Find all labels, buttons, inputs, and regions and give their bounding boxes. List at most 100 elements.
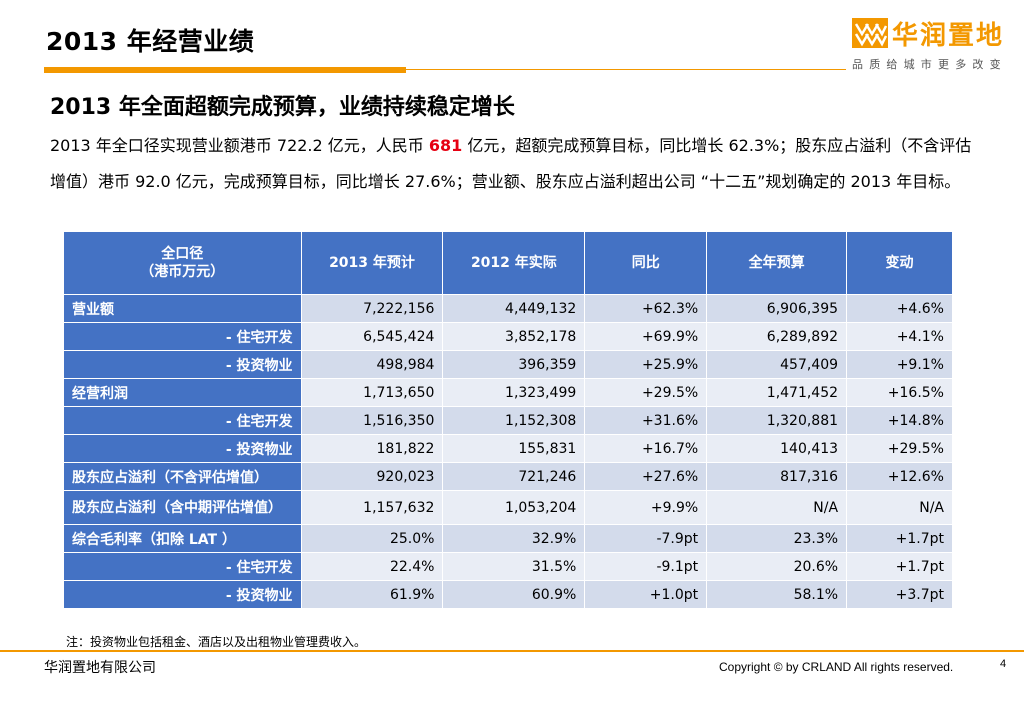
table-cell: +9.9% (584, 490, 708, 525)
column-header: 2013 年预计 (300, 231, 444, 295)
row-label: - 住宅开发 (63, 552, 302, 581)
table-cell: 1,152,308 (442, 406, 586, 435)
table-cell: 140,413 (706, 434, 848, 463)
table-cell: 60.9% (442, 580, 586, 609)
table-cell: 58.1% (706, 580, 848, 609)
column-header: 全年预算 (706, 231, 848, 295)
table-cell: 1,713,650 (300, 378, 444, 407)
table-cell: +1.7pt (846, 552, 953, 581)
table-cell: +29.5% (846, 434, 953, 463)
table-header-row: 全口径 （港币万元） 2013 年预计 2012 年实际 同比 全年预算 变动 (63, 231, 953, 295)
table-cell: 1,323,499 (442, 378, 586, 407)
table-cell: 7,222,156 (300, 294, 444, 323)
table-cell: 155,831 (442, 434, 586, 463)
table-cell: 1,320,881 (706, 406, 848, 435)
title-accent-bar (44, 67, 406, 73)
table-cell: 31.5% (442, 552, 586, 581)
column-header: 2012 年实际 (442, 231, 586, 295)
table-cell: 920,023 (300, 462, 444, 491)
column-header: 同比 (584, 231, 708, 295)
table-cell: +14.8% (846, 406, 953, 435)
table-cell: +62.3% (584, 294, 708, 323)
table-cell: 61.9% (300, 580, 444, 609)
table-cell: +4.6% (846, 294, 953, 323)
row-label: - 投资物业 (63, 580, 302, 609)
footer-company: 华润置地有限公司 (44, 660, 156, 676)
table-cell: 1,053,204 (442, 490, 586, 525)
table-cell: 498,984 (300, 350, 444, 379)
table-note: 注：投资物业包括租金、酒店以及出租物业管理费收入。 (66, 635, 367, 649)
row-label: - 投资物业 (63, 434, 302, 463)
table-cell: +9.1% (846, 350, 953, 379)
table-cell: 817,316 (706, 462, 848, 491)
table-cell: +4.1% (846, 322, 953, 351)
table-row: - 投资物业 61.9% 60.9% +1.0pt 58.1% +3.7pt (63, 580, 953, 609)
table-cell: +31.6% (584, 406, 708, 435)
table-cell: 721,246 (442, 462, 586, 491)
crland-logo-icon (852, 18, 888, 48)
table-cell: 1,157,632 (300, 490, 444, 525)
table-cell: 6,906,395 (706, 294, 848, 323)
table-cell: 1,516,350 (300, 406, 444, 435)
logo-slogan: 品质给城市更多改变 (852, 58, 1007, 71)
table-cell: -7.9pt (584, 524, 708, 553)
table-cell: N/A (706, 490, 848, 525)
table-cell: 22.4% (300, 552, 444, 581)
table-cell: 1,471,452 (706, 378, 848, 407)
table-cell: +29.5% (584, 378, 708, 407)
table-cell: +16.7% (584, 434, 708, 463)
section-subtitle: 2013 年全面超额完成预算，业绩持续稳定增长 (50, 95, 515, 120)
description-highlight: 681 (428, 136, 463, 155)
logo-name: 华润置地 (892, 21, 1005, 51)
page-title: 2013 年经营业绩 (46, 27, 255, 56)
table-cell: 181,822 (300, 434, 444, 463)
header-label-line2: （港币万元） (140, 264, 225, 280)
row-label: - 住宅开发 (63, 406, 302, 435)
description-text-2: 亿元，超额完成预算目标，同比增长 62.3%；股东应占溢利（不含评估增值）港币 … (50, 136, 972, 191)
table-cell: 23.3% (706, 524, 848, 553)
footer-copyright: Copyright © by CRLAND All rights reserve… (719, 660, 954, 674)
table-cell: N/A (846, 490, 953, 525)
table-header-label: 全口径 （港币万元） (63, 231, 302, 295)
table-cell: 20.6% (706, 552, 848, 581)
page-number: 4 (1000, 658, 1007, 670)
table-row: 综合毛利率（扣除 LAT ） 25.0% 32.9% -7.9pt 23.3% … (63, 524, 953, 553)
row-label: 综合毛利率（扣除 LAT ） (63, 524, 302, 553)
column-header: 变动 (846, 231, 953, 295)
company-logo: 华润置地 品质给城市更多改变 (852, 18, 1017, 71)
table-cell: +25.9% (584, 350, 708, 379)
title-divider (406, 69, 846, 70)
table-cell: +1.7pt (846, 524, 953, 553)
row-label: 股东应占溢利（含中期评估增值） (63, 490, 302, 525)
table-cell: +12.6% (846, 462, 953, 491)
table-cell: +16.5% (846, 378, 953, 407)
table-cell: 6,545,424 (300, 322, 444, 351)
table-cell: +69.9% (584, 322, 708, 351)
table-cell: 457,409 (706, 350, 848, 379)
row-label: - 投资物业 (63, 350, 302, 379)
table-cell: +27.6% (584, 462, 708, 491)
description-paragraph: 2013 年全口径实现营业额港币 722.2 亿元，人民币 681 亿元，超额完… (50, 128, 980, 200)
performance-table: 全口径 （港币万元） 2013 年预计 2012 年实际 同比 全年预算 变动 营… (63, 231, 953, 609)
table-row: - 投资物业 498,984 396,359 +25.9% 457,409 +9… (63, 350, 953, 379)
description-text-1: 2013 年全口径实现营业额港币 722.2 亿元，人民币 (50, 136, 429, 155)
row-label: - 住宅开发 (63, 322, 302, 351)
table-row: 股东应占溢利（含中期评估增值） 1,157,632 1,053,204 +9.9… (63, 490, 953, 525)
table-cell: 3,852,178 (442, 322, 586, 351)
table-cell: +1.0pt (584, 580, 708, 609)
footer-divider (0, 650, 1024, 652)
table-row: - 住宅开发 6,545,424 3,852,178 +69.9% 6,289,… (63, 322, 953, 351)
table-cell: 396,359 (442, 350, 586, 379)
table-row: - 住宅开发 22.4% 31.5% -9.1pt 20.6% +1.7pt (63, 552, 953, 581)
row-label: 经营利润 (63, 378, 302, 407)
table-cell: -9.1pt (584, 552, 708, 581)
table-cell: 4,449,132 (442, 294, 586, 323)
table-cell: 6,289,892 (706, 322, 848, 351)
table-row: 经营利润 1,713,650 1,323,499 +29.5% 1,471,45… (63, 378, 953, 407)
table-row: 营业额 7,222,156 4,449,132 +62.3% 6,906,395… (63, 294, 953, 323)
table-row: - 投资物业 181,822 155,831 +16.7% 140,413 +2… (63, 434, 953, 463)
row-label: 股东应占溢利（不含评估增值） (63, 462, 302, 491)
header-label-line1: 全口径 (161, 246, 204, 262)
table-row: 股东应占溢利（不含评估增值） 920,023 721,246 +27.6% 81… (63, 462, 953, 491)
table-cell: 25.0% (300, 524, 444, 553)
